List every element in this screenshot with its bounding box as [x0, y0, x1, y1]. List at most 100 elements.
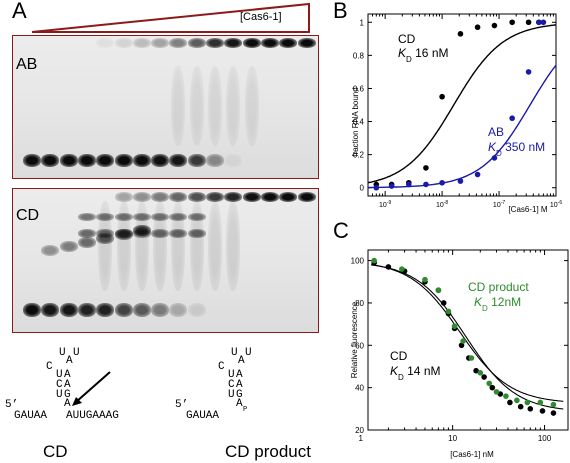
chart-c-point-1 — [460, 338, 466, 344]
gel-band — [169, 213, 188, 221]
chart-b-point-0 — [491, 22, 498, 29]
gel-ab: AB — [12, 35, 319, 179]
gel-band — [23, 303, 41, 317]
chart-b-point-1 — [540, 19, 547, 26]
wedge-label: [Cas6-1] — [240, 11, 282, 23]
panel-a-letter: A — [12, 0, 27, 23]
gel-band — [59, 303, 78, 317]
chart-b-ytick-label: 0.8 — [353, 51, 365, 60]
stem-left-2-product: U — [228, 369, 235, 381]
gel-band — [77, 154, 96, 167]
chart-b-point-1 — [491, 155, 498, 161]
chart-b-point-1 — [405, 181, 412, 188]
gel-band — [260, 192, 279, 202]
gel-band — [224, 38, 243, 48]
loop-u1: U — [59, 347, 66, 359]
chart-b-ytick-label: 0.6 — [353, 84, 365, 93]
gel-band — [96, 229, 115, 238]
gel-smear — [189, 201, 204, 291]
chart-b-cd-label: CD — [398, 32, 416, 46]
stem-left-4-product: U — [228, 389, 235, 401]
gel-band — [187, 192, 206, 202]
binding-curve-chart: fraction RNA bound [Cas6-1] M CD KD 16 n… — [351, 13, 562, 214]
chart-c-point-0 — [539, 408, 546, 414]
concentration-wedge — [31, 2, 310, 33]
gel-band — [96, 233, 115, 244]
chart-c-point-1 — [524, 399, 531, 406]
gel-band — [114, 229, 133, 238]
gel-band — [151, 303, 170, 317]
stem-right-1-product: A — [236, 369, 243, 381]
chart-b-point-0 — [439, 93, 445, 100]
chart-c-point-0 — [517, 403, 524, 410]
chart-c-ytick-label: 80 — [355, 299, 364, 308]
chart-c-point-0 — [473, 367, 479, 374]
chart-c-fit-line-1 — [371, 264, 564, 402]
gel-band — [96, 154, 115, 167]
chart-b-point-1 — [439, 179, 445, 186]
stem-right-3: G — [64, 389, 71, 401]
gel-band — [77, 229, 96, 238]
chart-b-point-1 — [423, 181, 429, 188]
stem-right-2: A — [64, 379, 71, 391]
chart-c-ytick-label: 100 — [351, 257, 365, 266]
stem-left-1: C — [46, 361, 53, 373]
chart-c-point-1 — [514, 397, 520, 404]
loop-u2: U — [73, 347, 80, 359]
gel-band — [206, 192, 224, 202]
stem-left-4: U — [56, 389, 63, 401]
gel-smear — [171, 201, 186, 291]
gel-ab-label: AB — [16, 56, 38, 73]
gel-band — [169, 303, 188, 317]
phosphate-label: P — [243, 406, 248, 414]
gel-band — [260, 38, 279, 48]
gel-band — [279, 192, 298, 202]
fluorescence-chart: Relative fluorescence [Cas6-1] nM CD pro… — [350, 249, 569, 459]
chart-c-point-0 — [507, 399, 513, 406]
seq-left-cd: GAUAA — [14, 410, 48, 422]
gel-cd: CD — [12, 188, 319, 333]
loop-u1-product: U — [231, 347, 238, 359]
gel-band — [187, 38, 206, 48]
gel-band — [151, 154, 170, 167]
chart-c-point-0 — [440, 300, 447, 306]
chart-c-frame — [367, 249, 569, 431]
gel-band — [96, 38, 115, 48]
chart-c-point-0 — [481, 374, 487, 380]
stem-left-2: U — [56, 369, 63, 381]
gel-band — [23, 154, 41, 167]
gel-smear — [226, 66, 241, 146]
chart-c-ytick-label: 40 — [355, 384, 364, 393]
gel-band — [114, 154, 133, 167]
gel-smear — [208, 66, 222, 146]
gel-band — [59, 154, 78, 167]
chart-c-product-kd: KD 12nM — [474, 295, 521, 313]
gel-cd-label: CD — [16, 207, 40, 224]
chart-c-ytick-label: 20 — [355, 426, 364, 435]
gel-smear — [134, 201, 149, 291]
chart-b-xtick-label: 10-9 — [379, 200, 391, 209]
loop-a-product: A — [238, 355, 245, 367]
gel-band — [41, 154, 60, 167]
gel-band — [151, 213, 170, 221]
loop-u2-product: U — [245, 347, 252, 359]
gel-band — [77, 237, 96, 248]
gel-smear — [208, 201, 222, 291]
panel-c-letter: C — [333, 218, 349, 243]
gel-band — [242, 192, 261, 202]
chart-c-point-0 — [527, 406, 534, 412]
chart-c-point-1 — [451, 323, 458, 330]
gel-band — [114, 213, 133, 221]
chart-b-point-0 — [423, 165, 429, 171]
gel-band — [132, 229, 151, 238]
gel-smear — [171, 66, 186, 146]
chart-b-ylabel: fraction RNA bound — [351, 87, 360, 156]
chart-c-point-0 — [385, 264, 392, 270]
chart-c-cd-label: CD — [390, 349, 408, 363]
gel-band — [297, 192, 316, 202]
gel-band — [279, 38, 298, 48]
chart-b-point-1 — [388, 183, 395, 189]
stem-right-4-product: A — [236, 398, 243, 410]
chart-c-ylabel: Relative fluorescence — [350, 301, 359, 378]
chart-c-point-0 — [550, 410, 557, 416]
